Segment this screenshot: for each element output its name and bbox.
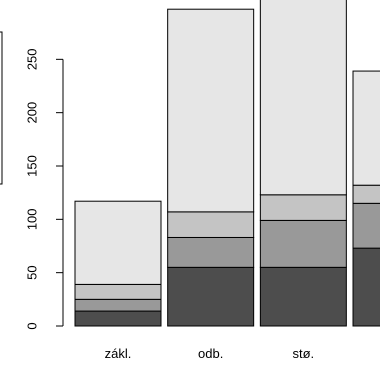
bar-segment [352,247,380,327]
bar-segment [167,8,255,213]
y-tick-label: 100 [24,208,39,230]
x-tick-label: stø. [293,346,315,361]
y-tick-label: 0 [24,322,39,329]
legend-box-edge [0,31,3,185]
bar-segment [167,236,255,268]
y-axis: 0 50 100 150 200 250 [24,48,64,330]
bars-group [74,0,380,327]
bar-segment [74,283,162,300]
bar-segment [259,219,347,268]
bar-segment [259,0,347,196]
bar-segment [74,200,162,285]
bar-segment [167,266,255,327]
bar-segment [74,310,162,327]
bar-segment [259,266,347,327]
bar-segment [352,184,380,204]
bar-segment [74,298,162,312]
bar-segment [352,202,380,249]
y-tick-label: 250 [24,48,39,70]
bar-segment [167,211,255,238]
x-axis-labels: zákl.odb.stø.V [105,346,315,361]
bar-segment [352,70,380,186]
y-tick-label: 200 [24,102,39,124]
bar-segment [259,194,347,221]
y-tick-label: 150 [24,155,39,177]
x-tick-label: zákl. [105,346,132,361]
x-tick-label: odb. [198,346,223,361]
y-tick-label: 50 [24,265,39,279]
